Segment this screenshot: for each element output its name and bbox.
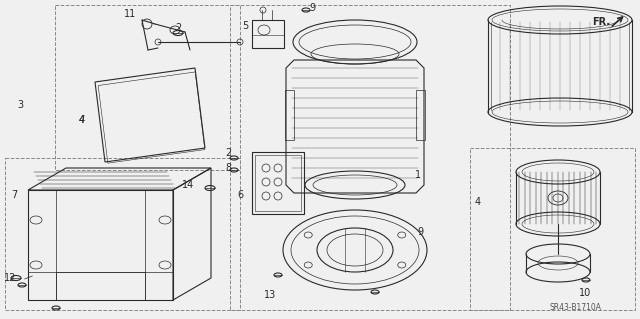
Text: 3: 3 [17, 100, 23, 110]
Text: 4: 4 [475, 197, 481, 207]
Text: 10: 10 [579, 288, 591, 298]
Bar [252, 20, 284, 48]
Text: 11: 11 [124, 9, 136, 19]
Bar [252, 152, 304, 214]
Text: 14: 14 [182, 180, 194, 190]
Text: 9: 9 [309, 3, 315, 13]
Text: 12: 12 [4, 273, 16, 283]
Text: 13: 13 [264, 290, 276, 300]
Text: 8: 8 [225, 163, 231, 173]
Text: SR43-B1710A: SR43-B1710A [549, 302, 601, 311]
Text: 2: 2 [175, 23, 181, 33]
Text: 4: 4 [79, 115, 85, 125]
Text: 9: 9 [417, 227, 423, 237]
Text: 5: 5 [242, 21, 248, 31]
Text: 6: 6 [237, 190, 243, 200]
Bar [230, 5, 510, 310]
Bar [255, 155, 301, 211]
Text: 2: 2 [225, 148, 231, 158]
Bar [55, 5, 240, 170]
Text: 4: 4 [79, 115, 85, 125]
Bar [470, 148, 635, 310]
Text: FR.: FR. [592, 17, 610, 27]
Bar [5, 158, 240, 310]
Text: 1: 1 [415, 170, 421, 180]
Text: 7: 7 [11, 190, 17, 200]
